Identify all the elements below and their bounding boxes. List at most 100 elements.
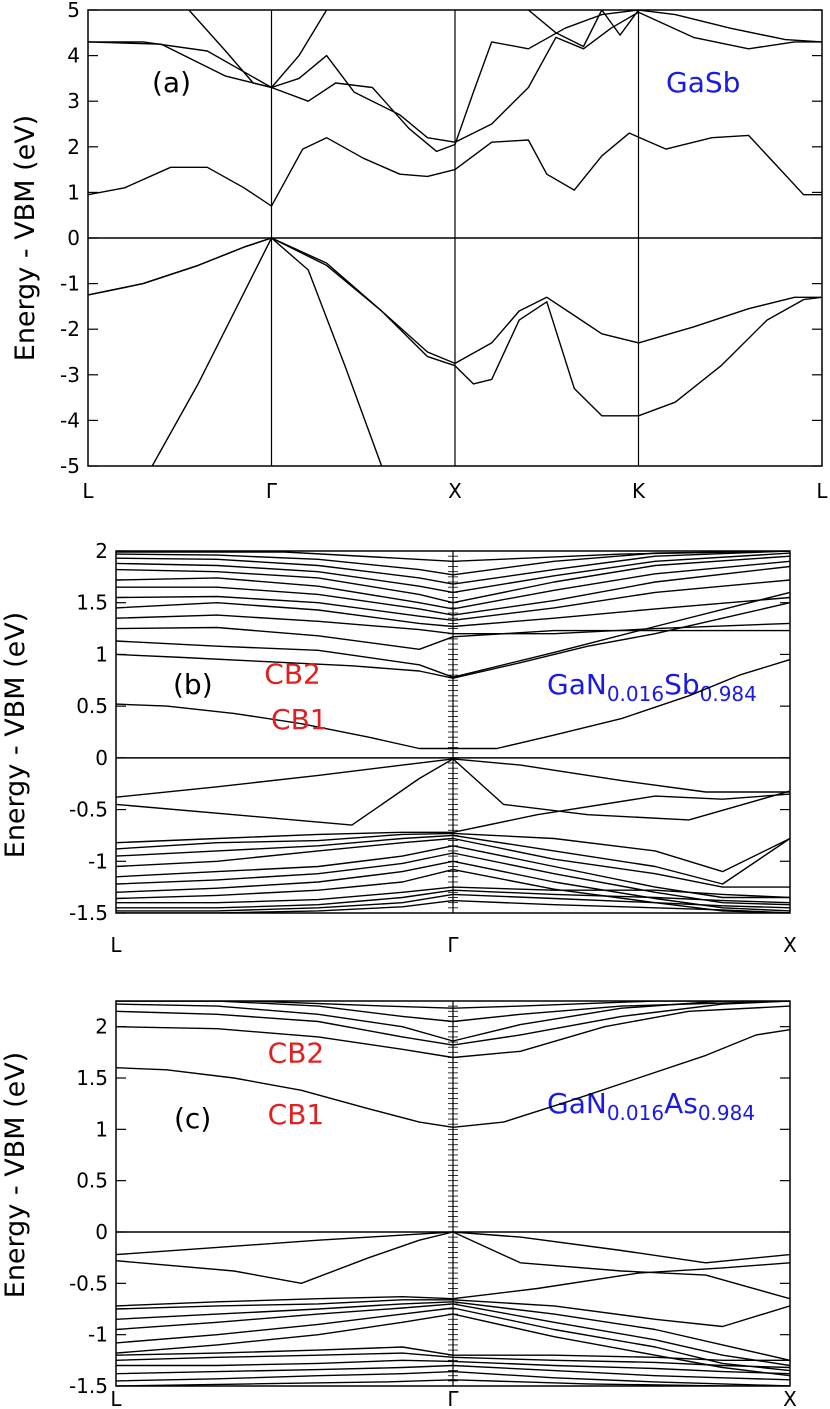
band-line-c9 bbox=[116, 560, 790, 610]
band-line-v5 bbox=[116, 1301, 790, 1361]
band-annotation: CB1 bbox=[268, 1098, 325, 1131]
band-line-v7 bbox=[116, 1307, 790, 1372]
y-tick-label: -3 bbox=[60, 363, 80, 387]
band-line-v11 bbox=[116, 1359, 790, 1375]
panel-b-material-part: 0.984 bbox=[700, 682, 757, 706]
x-tick-label: Γ bbox=[266, 479, 278, 503]
band-line-v10 bbox=[116, 1352, 790, 1369]
band-line-c14 bbox=[116, 551, 790, 562]
panel-b-ylabel: Energy - VBM (eV) bbox=[0, 612, 31, 858]
band-line-CB2 bbox=[116, 1005, 790, 1059]
panel-a-label: (a) bbox=[152, 66, 191, 99]
y-tick-label: 1.5 bbox=[76, 591, 108, 615]
band-line-c8 bbox=[116, 565, 790, 616]
y-tick-label: 2 bbox=[95, 1015, 108, 1039]
band-line-v2 bbox=[116, 1231, 790, 1300]
x-tick-label: L bbox=[110, 1387, 122, 1409]
band-line-v14 bbox=[116, 899, 790, 913]
y-tick-label: -1 bbox=[88, 1323, 108, 1347]
panel-c-ganAs-bands: Energy - VBM (eV) (c) GaN0.016As0.984 2 1… bbox=[0, 1000, 797, 1409]
band-line-v3 bbox=[116, 793, 790, 844]
band-line-cond-4 bbox=[188, 10, 328, 89]
band-line-cond-2 bbox=[88, 10, 822, 153]
x-tick-label: X bbox=[448, 479, 462, 503]
band-line-cond-3 bbox=[88, 11, 822, 143]
band-line-c10 bbox=[116, 555, 790, 604]
x-tick-label: L bbox=[816, 479, 828, 503]
band-line-c6 bbox=[116, 596, 790, 628]
panel-c-label: (c) bbox=[174, 1102, 211, 1135]
y-tick-label: -1 bbox=[60, 272, 80, 296]
panel-c-material-part: 0.016 bbox=[607, 1101, 664, 1125]
panel-b-material-part: GaN bbox=[547, 668, 607, 701]
y-tick-label: -1.5 bbox=[69, 901, 108, 925]
band-annotation: CB1 bbox=[271, 703, 328, 736]
band-line-split-off bbox=[151, 237, 383, 466]
band-line-v6 bbox=[116, 837, 790, 888]
y-tick-label: 0 bbox=[95, 746, 108, 770]
band-line-c11 bbox=[116, 552, 790, 594]
y-tick-label: 1 bbox=[67, 180, 80, 204]
y-tick-label: 3 bbox=[67, 89, 80, 113]
y-tick-label: 2 bbox=[67, 135, 80, 159]
x-tick-label: Γ bbox=[447, 933, 459, 957]
band-line-v5 bbox=[116, 834, 790, 885]
band-line-c5 bbox=[116, 1001, 790, 1023]
band-line-v2 bbox=[116, 758, 790, 826]
panel-b-material-part: Sb bbox=[664, 668, 700, 701]
y-tick-label: 5 bbox=[67, 0, 80, 22]
panel-c-material-part: As bbox=[664, 1087, 698, 1120]
y-tick-label: -2 bbox=[60, 317, 80, 341]
panel-b-ganSb-bands: Energy - VBM (eV) (b) GaN0.016Sb0.984 2 1… bbox=[0, 539, 797, 957]
panel-b-label: (b) bbox=[173, 668, 213, 701]
x-tick-label: L bbox=[110, 933, 122, 957]
band-line-CB1 bbox=[116, 1029, 790, 1129]
panel-a-gasb-bands: Energy - VBM (eV) (a) GaSb 5 4 3 2 1 0 -1 -2 -3 -… bbox=[10, 0, 828, 503]
band-line-v13 bbox=[116, 893, 790, 912]
band-line-c3 bbox=[116, 1001, 790, 1046]
y-tick-label: -0.5 bbox=[69, 1271, 108, 1295]
band-line-c5 bbox=[116, 614, 790, 635]
panel-c-material-label: GaN0.016As0.984 bbox=[547, 1087, 755, 1125]
y-tick-label: -4 bbox=[60, 408, 80, 432]
y-tick-label: 0 bbox=[67, 226, 80, 250]
y-tick-label: 1.5 bbox=[76, 1066, 108, 1090]
panel-a-material-label: GaSb bbox=[666, 66, 740, 99]
band-line-cond-1 bbox=[88, 132, 822, 207]
band-line-v8 bbox=[116, 1313, 790, 1377]
band-annotation: CB2 bbox=[264, 657, 321, 690]
x-tick-label: L bbox=[82, 479, 94, 503]
panel-c-material-part: 0.984 bbox=[698, 1101, 755, 1125]
band-line-v12 bbox=[116, 1364, 790, 1381]
band-line-v3 bbox=[116, 1262, 790, 1307]
band-line-v9 bbox=[116, 1346, 790, 1362]
band-line-v6 bbox=[116, 1303, 790, 1367]
panel-b-material-label: GaN0.016Sb0.984 bbox=[547, 668, 757, 706]
band-line-CB1 bbox=[116, 658, 790, 750]
band-line-v11 bbox=[116, 886, 790, 904]
y-tick-label: -1 bbox=[88, 849, 108, 873]
x-tick-label: X bbox=[783, 1387, 797, 1409]
y-tick-label: 4 bbox=[67, 44, 80, 68]
band-line-v13 bbox=[116, 1370, 790, 1386]
band-line-c12 bbox=[116, 551, 790, 585]
y-tick-label: 0 bbox=[95, 1220, 108, 1244]
y-tick-label: 0.5 bbox=[76, 694, 108, 718]
band-line-cond-5 bbox=[527, 10, 640, 48]
band-line-c6 bbox=[116, 1001, 790, 1009]
y-tick-label: 2 bbox=[95, 539, 108, 563]
band-line-v7 bbox=[116, 845, 790, 899]
band-line-CB2 bbox=[116, 602, 790, 679]
x-tick-label: Γ bbox=[447, 1387, 459, 1409]
panel-a-ylabel: Energy - VBM (eV) bbox=[10, 115, 41, 361]
panel-c-ylabel: Energy - VBM (eV) bbox=[0, 1052, 31, 1298]
x-tick-label: X bbox=[783, 933, 797, 957]
band-line-v4 bbox=[116, 1299, 790, 1328]
y-tick-label: 1 bbox=[95, 642, 108, 666]
band-line-v12 bbox=[116, 889, 790, 909]
band-line-c4 bbox=[116, 626, 790, 650]
band-annotation: CB2 bbox=[268, 1037, 325, 1070]
band-line-v14 bbox=[116, 1379, 790, 1386]
panel-b-material-part: 0.016 bbox=[607, 682, 664, 706]
